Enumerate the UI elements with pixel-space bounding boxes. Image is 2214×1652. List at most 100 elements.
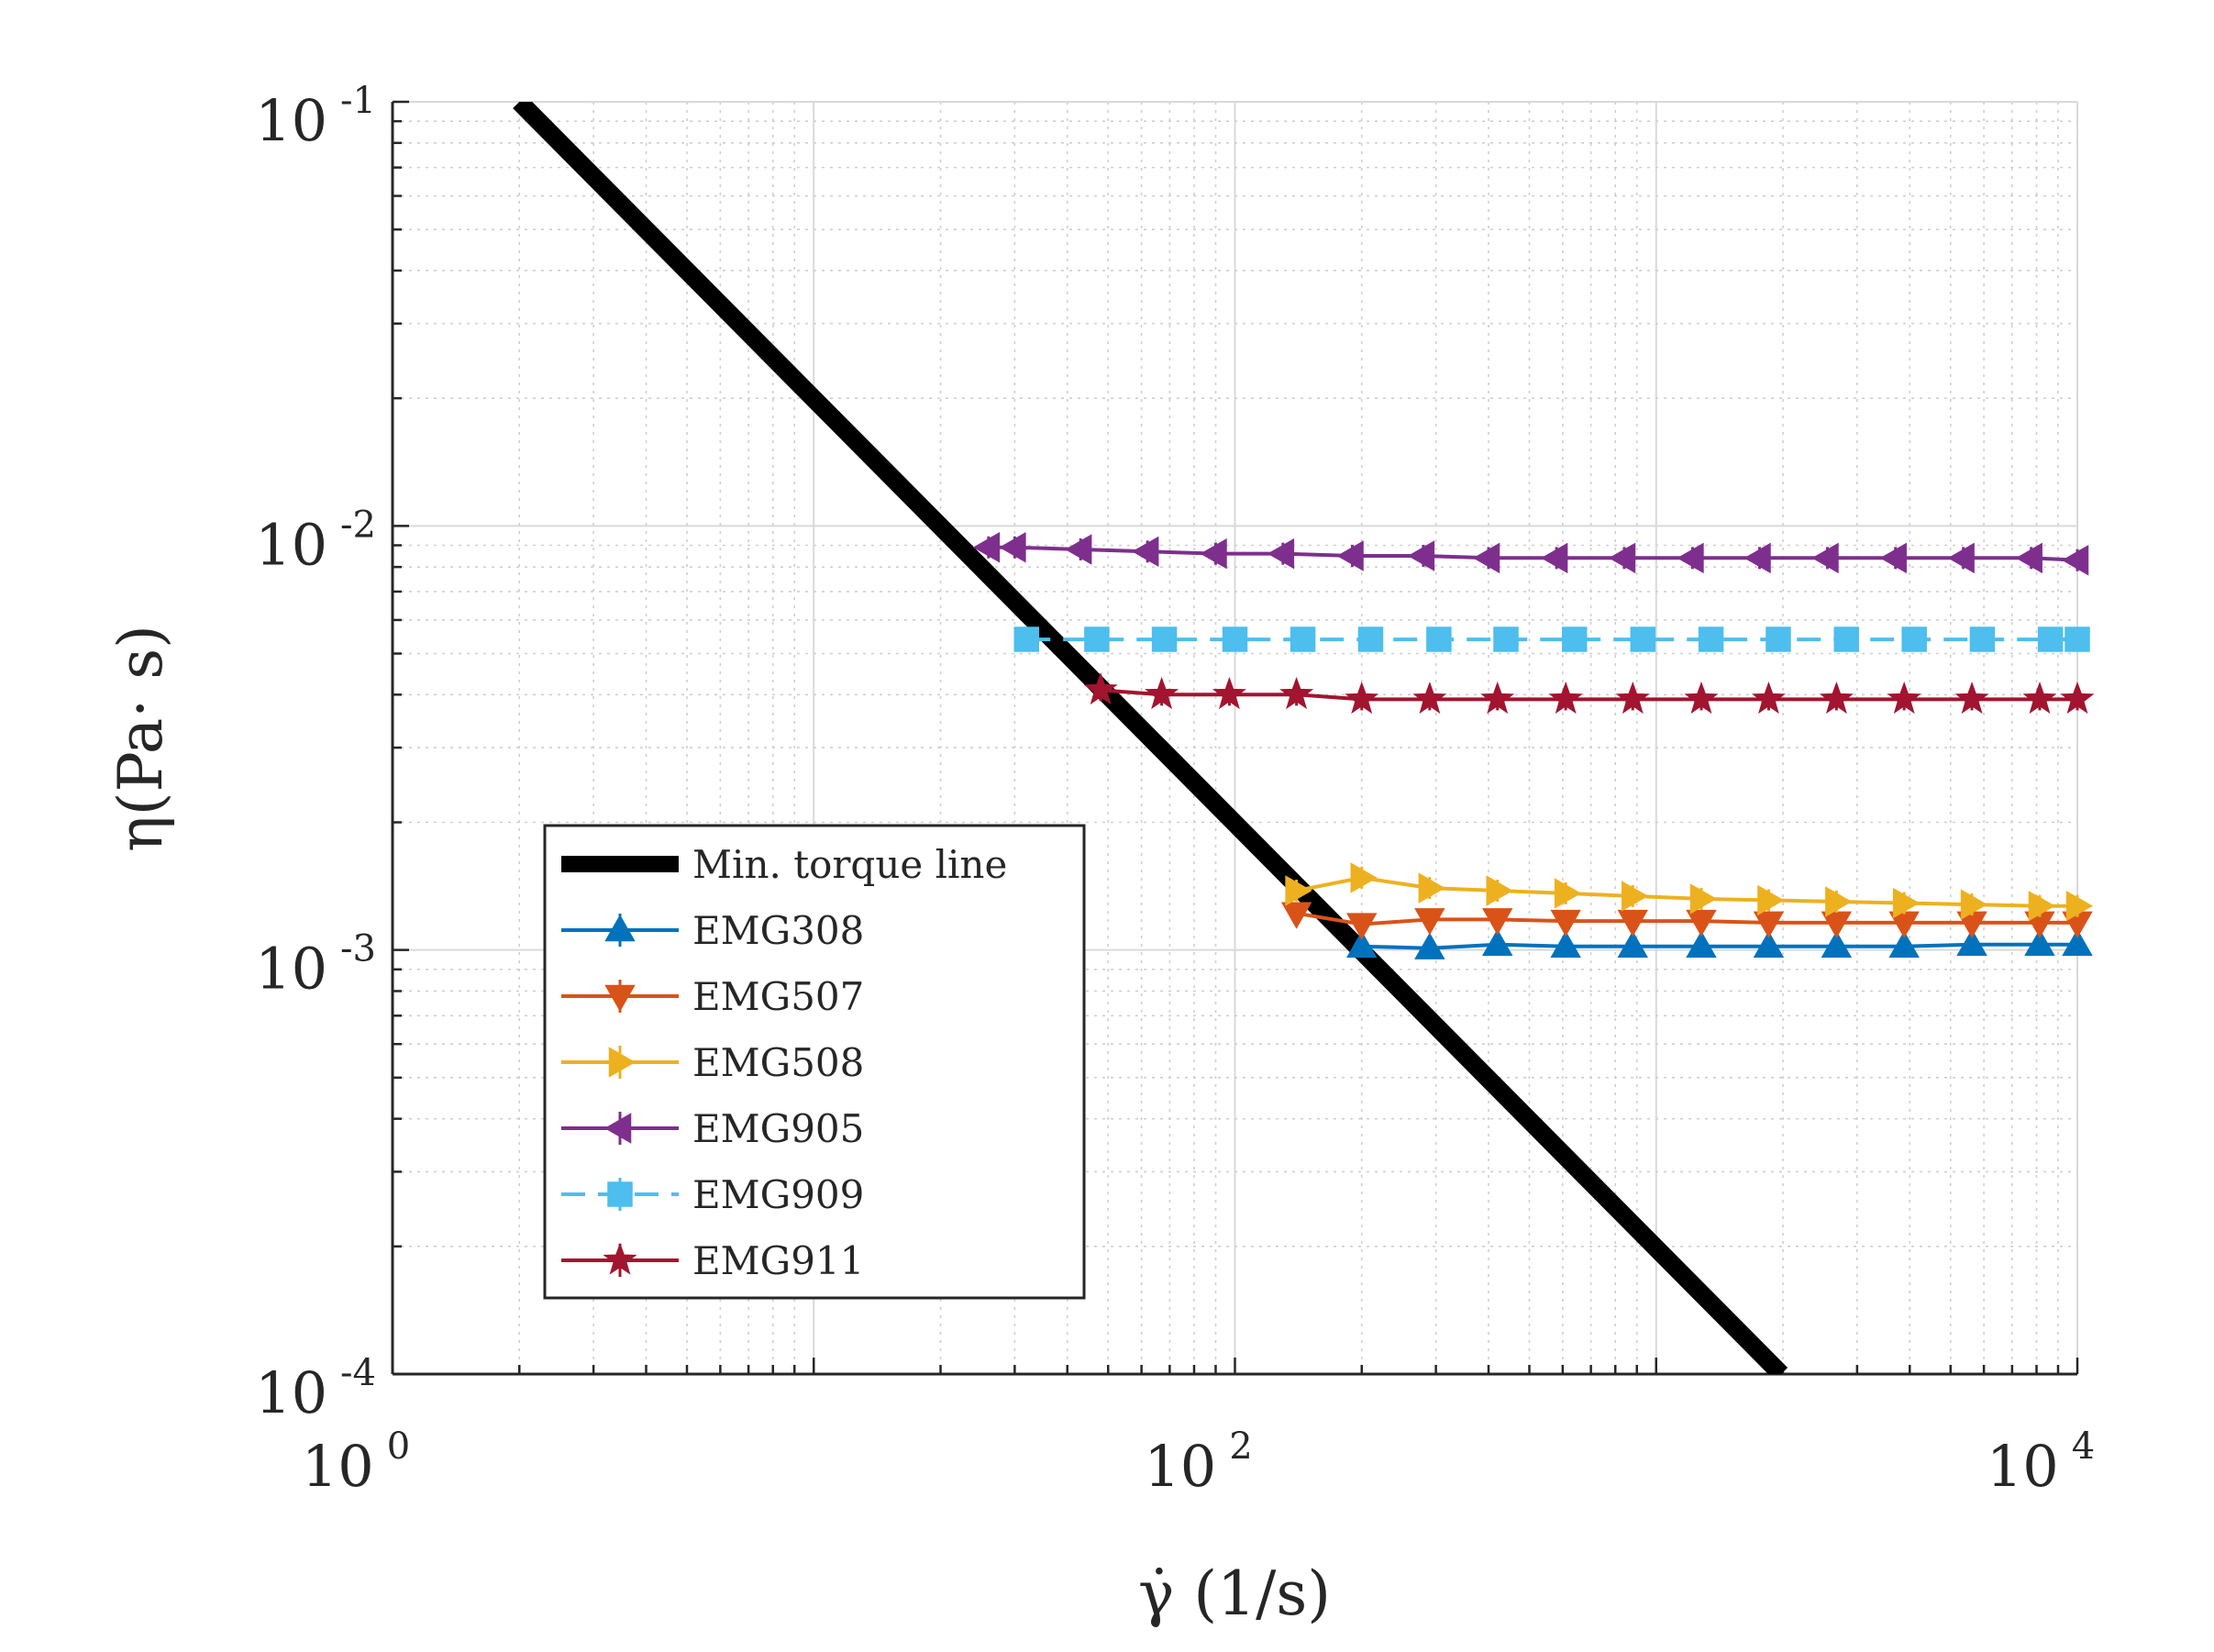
data-point [1753, 911, 1785, 938]
data-point [2065, 890, 2094, 922]
data-point [2024, 928, 2055, 956]
y-tick-label: 10 -3 [255, 928, 376, 1003]
data-point [1412, 681, 1447, 715]
data-point [1084, 626, 1110, 652]
data-point [999, 532, 1026, 563]
data-point [2037, 626, 2064, 652]
data-point [1689, 883, 1718, 915]
data-point [1065, 534, 1092, 565]
data-point [1472, 542, 1500, 574]
data-point [1757, 884, 1785, 916]
data-point [1407, 540, 1435, 571]
reference-line-layer [513, 102, 1788, 1374]
x-tick-label: 10 0 [302, 1425, 410, 1500]
data-point [1901, 626, 1927, 652]
data-point [1151, 626, 1178, 652]
data-point [1819, 681, 1854, 715]
data-point [1608, 542, 1636, 574]
data-point [1686, 930, 1717, 958]
series-emg508 [1285, 862, 2094, 922]
series-line [1100, 688, 2077, 702]
data-point [1833, 626, 1859, 652]
data-point [1550, 930, 1581, 958]
data-point [1541, 542, 1568, 574]
data-point [1617, 909, 1648, 937]
data-point [1960, 889, 1988, 920]
data-point [1956, 928, 1987, 956]
data-point [1630, 626, 1656, 652]
min-torque-line [513, 102, 1788, 1374]
legend-label: Min. torque line [692, 842, 1007, 887]
data-point [2062, 928, 2093, 956]
data-point [1267, 538, 1295, 570]
series-emg308 [1346, 928, 2093, 959]
data-point [1825, 886, 1853, 917]
legend-swatch-marker [608, 1047, 637, 1078]
data-point [1357, 626, 1384, 652]
data-point [1285, 875, 1312, 906]
legend-label: EMG905 [692, 1106, 864, 1151]
data-point [1132, 536, 1159, 568]
legend-swatch-marker [603, 1242, 637, 1275]
data-point [1480, 681, 1515, 715]
data-point [1280, 902, 1312, 929]
data-point [2028, 890, 2055, 922]
data-point [1200, 538, 1227, 570]
legend-swatch-marker [604, 914, 636, 942]
data-point [1561, 626, 1588, 652]
data-point [1346, 930, 1378, 958]
data-point [1212, 676, 1246, 710]
data-point [1414, 908, 1445, 936]
data-point [1414, 932, 1445, 959]
data-point [1486, 875, 1513, 906]
axes [391, 100, 2079, 1376]
data-point [1426, 626, 1452, 652]
data-point [1145, 676, 1179, 710]
data-point [1548, 681, 1583, 715]
data-point [2065, 626, 2090, 652]
data-point [1954, 681, 1989, 715]
legend-label: EMG911 [692, 1238, 864, 1283]
series-emg905 [972, 532, 2089, 576]
data-point [1811, 542, 1839, 574]
data-point [1279, 676, 1314, 710]
x-tick-label: 10 2 [1144, 1425, 1252, 1500]
data-point [1888, 930, 1920, 958]
data-point [1892, 887, 1921, 919]
data-point [1969, 626, 1996, 652]
legend-label: EMG909 [692, 1172, 864, 1217]
tick-labels: 10 0 10 2 10 4 10 -1 10 -2 10 -3 10 -4 [255, 80, 2095, 1500]
legend-swatch-marker [604, 984, 636, 1013]
legend-label: EMG308 [692, 908, 864, 953]
data-point [1753, 930, 1785, 958]
series-layer [972, 532, 2095, 959]
y-axis-label: η(Pa· s) [105, 625, 176, 852]
data-point [1482, 928, 1513, 956]
data-point [1083, 671, 1118, 705]
legend: Min. torque line EMG308 EMG507 EMG508 EMG905… [543, 824, 1086, 1300]
data-point [1766, 626, 1791, 652]
data-point [1677, 542, 1704, 574]
data-point [1345, 681, 1379, 715]
data-point [1350, 862, 1378, 893]
data-point [1686, 909, 1717, 937]
x-tick-label: 10 4 [1987, 1425, 2095, 1500]
data-point [1418, 872, 1445, 904]
data-point [972, 532, 1001, 563]
data-point [1684, 681, 1719, 715]
data-point [1821, 930, 1853, 958]
data-point [1887, 681, 1921, 715]
legend-label: EMG508 [692, 1040, 864, 1085]
data-point [1336, 540, 1364, 571]
series-line [1361, 942, 2077, 950]
data-point [1222, 626, 1248, 652]
x-axis-label: γ̇ (1/s) [1138, 1558, 1331, 1629]
data-point [1013, 626, 1039, 652]
data-point [2022, 681, 2057, 715]
y-tick-label: 10 -4 [255, 1352, 376, 1426]
data-point [1744, 542, 1771, 574]
data-point [1346, 913, 1378, 940]
data-point [1879, 542, 1907, 574]
data-point [1554, 878, 1582, 909]
